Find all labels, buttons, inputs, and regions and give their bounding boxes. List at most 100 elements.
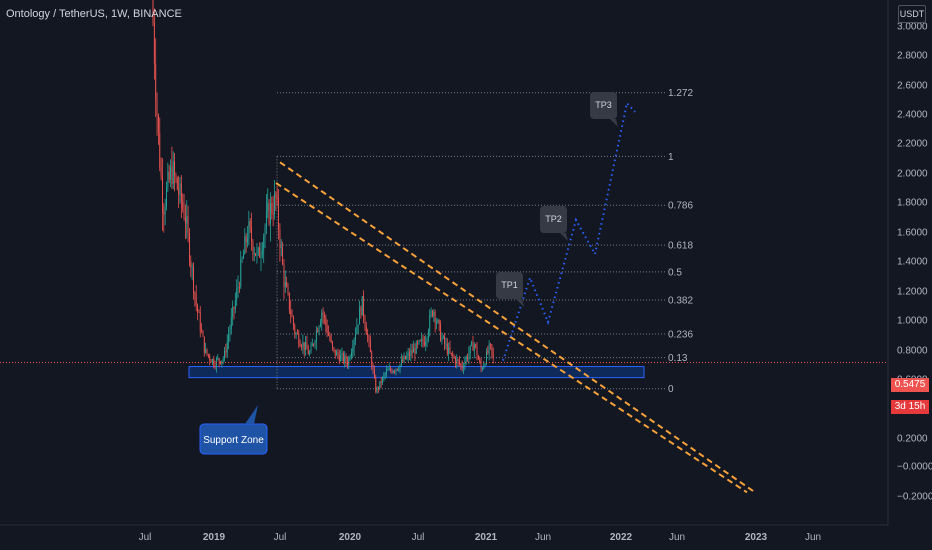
candle-body [372,366,374,370]
candle-body [326,325,328,334]
candle-body [442,336,444,338]
candle-body [448,347,450,354]
candle-body [471,342,473,346]
candle-body [340,354,342,362]
fib-level-label: 0.5 [668,267,682,278]
candle-body [353,339,355,348]
candle-body [268,202,270,224]
candle-body [238,286,240,288]
candle-body [288,292,290,311]
candle-body [399,364,401,370]
candle-body [191,266,193,268]
candle-body [251,227,252,242]
candle-body [317,330,319,332]
candle-body [194,292,196,295]
candle-body [405,355,406,359]
candle-body [430,311,432,315]
candle-body [436,322,437,324]
candle-body [260,254,262,258]
candle-body [361,296,363,316]
candle-body [229,329,231,336]
candle-body [342,353,344,362]
target-callout [496,272,523,299]
fib-level-label: 0 [668,384,674,395]
descending-trendline [275,182,748,494]
candle-body [283,264,285,288]
candle-body [253,253,255,255]
candle-body [155,63,157,100]
candle-body [214,365,216,367]
candle-body [349,357,351,359]
candle-body [176,178,178,190]
candle-body [463,367,464,369]
time-tick-label: Jul [274,532,287,543]
price-tick-label: 2.4000 [897,110,928,121]
price-tick-label: 1.6000 [897,228,928,239]
candle-body [386,370,387,374]
time-tick-label: Jun [805,532,821,543]
candle-body [382,377,383,384]
candle-body [270,203,271,224]
last-price-tag: 0.5475 [891,378,929,392]
candle-body [469,345,471,354]
candle-body [159,132,161,168]
candle-body [394,371,396,373]
price-tick-label: 2.8000 [897,51,928,62]
candle-body [256,249,258,256]
candle-body [369,340,371,353]
candle-body [453,356,455,358]
candle-body [205,348,207,353]
candle-body [295,333,297,335]
candle-body [286,282,288,287]
candle-body [383,374,385,378]
candle-body [183,207,185,219]
candle-body [344,355,346,362]
candle-body [298,334,300,345]
candle-body [311,344,313,347]
candle-body [472,342,474,351]
fib-level-label: 1.272 [668,88,693,99]
candle-body [206,348,208,355]
candle-body [433,311,435,316]
candle-body [432,311,433,316]
candle-body [357,324,359,327]
candle-body [318,326,320,332]
candle-body [218,358,220,362]
candle-body [348,358,350,365]
candle-body [167,171,169,188]
candle-body [396,368,398,370]
candle-body [305,342,306,351]
currency-unit-button[interactable]: USDT [898,5,926,23]
candle-body [452,353,454,357]
price-tick-label: 0.8000 [897,346,928,357]
candle-body [423,342,425,346]
price-tick-label: 2.0000 [897,169,928,180]
candle-body [249,221,251,228]
candle-body [337,351,339,356]
candle-body [324,315,325,317]
candle-body [232,307,234,318]
candle-body [271,203,273,214]
candle-body [392,371,394,373]
candle-body [391,370,393,373]
candle-body [487,351,489,353]
candle-body [284,282,286,288]
candle-body [491,344,493,353]
candle-body [255,253,257,256]
candle-body [225,350,227,353]
candle-body [168,171,170,180]
price-tick-label: 1.0000 [897,316,928,327]
candle-body [475,344,477,347]
candle-body [461,364,463,369]
candle-body [315,330,317,342]
candle-body [456,359,458,364]
candle-body [234,299,236,309]
candle-body [263,237,265,251]
candle-body [402,359,404,362]
candle-body [179,183,181,196]
candle-body [221,360,223,364]
candle-body [490,343,491,345]
candle-body [153,22,155,64]
candle-body [364,316,366,327]
